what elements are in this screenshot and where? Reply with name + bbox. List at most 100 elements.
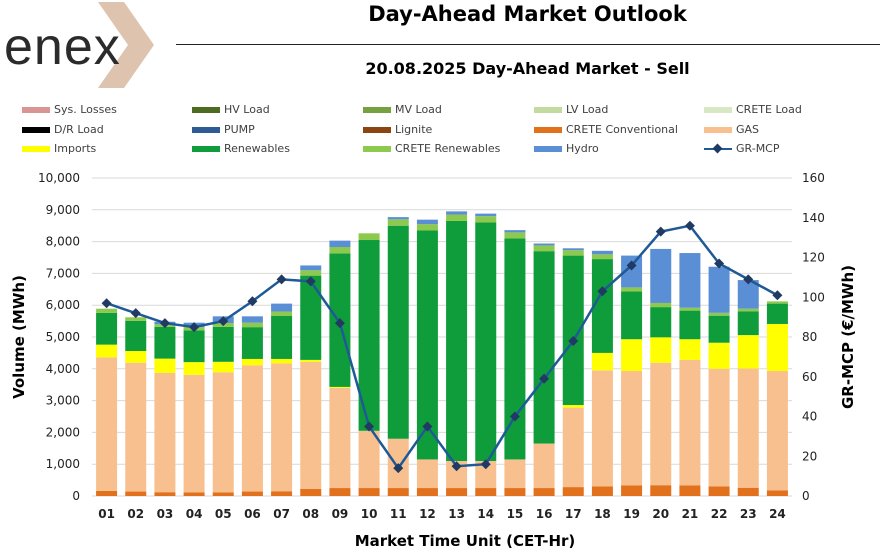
y-tick-label: 4,000 bbox=[46, 362, 80, 376]
gr-mcp-point bbox=[772, 290, 783, 301]
gr-mcp-point bbox=[480, 459, 491, 470]
x-tick-label: 17 bbox=[565, 507, 582, 521]
bar-imports bbox=[154, 358, 176, 373]
bar-renewables bbox=[96, 312, 118, 345]
gr-mcp-point bbox=[626, 260, 637, 271]
gr-mcp-point bbox=[655, 226, 666, 237]
bar-crete-renewables bbox=[96, 308, 118, 313]
x-tick-label: 18 bbox=[594, 507, 611, 521]
bar-hydro bbox=[708, 266, 730, 313]
bar-renewables bbox=[154, 326, 176, 359]
y-tick-label: 2,000 bbox=[46, 425, 80, 439]
bar-crete-renewables bbox=[329, 247, 351, 254]
y2-tick-label: 120 bbox=[802, 251, 825, 265]
x-tick-label: 03 bbox=[157, 507, 174, 521]
bar-imports bbox=[562, 405, 584, 408]
y2-tick-label: 60 bbox=[802, 370, 817, 384]
x-tick-label: 20 bbox=[652, 507, 669, 521]
bar-crete-conventional bbox=[183, 492, 205, 496]
bar-renewables bbox=[591, 259, 613, 353]
bar-hydro bbox=[621, 255, 643, 288]
bar-renewables bbox=[766, 303, 788, 324]
bar-hydro bbox=[679, 253, 701, 308]
gr-mcp-point bbox=[101, 298, 112, 309]
bar-imports bbox=[125, 350, 147, 363]
bar-crete-conventional bbox=[241, 491, 263, 496]
x-tick-label: 24 bbox=[769, 507, 786, 521]
bar-renewables bbox=[504, 238, 526, 460]
logo-chevron-icon bbox=[98, 2, 154, 88]
x-tick-label: 11 bbox=[390, 507, 407, 521]
gr-mcp-point bbox=[218, 316, 229, 327]
y2-tick-label: 100 bbox=[802, 290, 825, 304]
bar-gas bbox=[416, 459, 438, 489]
gr-mcp-point bbox=[568, 335, 579, 346]
gr-mcp-point bbox=[247, 296, 258, 307]
y2-tick-label: 20 bbox=[802, 449, 817, 463]
x-tick-label: 07 bbox=[273, 507, 290, 521]
bar-crete-conventional bbox=[154, 492, 176, 496]
bar-gas bbox=[533, 443, 555, 489]
bar-renewables bbox=[125, 320, 147, 351]
bar-imports bbox=[241, 358, 263, 366]
bar-crete-conventional bbox=[533, 488, 555, 496]
gr-mcp-point bbox=[393, 463, 404, 474]
bar-renewables bbox=[241, 327, 263, 359]
x-tick-label: 19 bbox=[623, 507, 640, 521]
y-axis-title: Volume (MWh) bbox=[10, 275, 28, 399]
bar-crete-renewables bbox=[358, 233, 380, 241]
y-tick-label: 3,000 bbox=[46, 394, 80, 408]
bar-gas bbox=[475, 461, 497, 489]
bar-crete-renewables bbox=[533, 245, 555, 252]
y-tick-label: 8,000 bbox=[46, 235, 80, 249]
bar-renewables bbox=[562, 255, 584, 406]
logo-text: enex bbox=[4, 18, 121, 76]
gr-mcp-point bbox=[364, 421, 375, 432]
y-tick-label: 10,000 bbox=[38, 171, 80, 185]
gr-mcp-point bbox=[276, 274, 287, 285]
bar-imports bbox=[329, 386, 351, 388]
bar-crete-conventional bbox=[650, 485, 672, 496]
bar-hydro bbox=[416, 219, 438, 225]
bar-crete-conventional bbox=[125, 491, 147, 496]
x-tick-label: 05 bbox=[215, 507, 232, 521]
bar-crete-conventional bbox=[387, 488, 409, 496]
bar-hydro bbox=[591, 250, 613, 255]
bar-crete-conventional bbox=[621, 485, 643, 496]
bar-crete-conventional bbox=[679, 485, 701, 496]
gr-mcp-point bbox=[539, 373, 550, 384]
gr-mcp-point bbox=[305, 276, 316, 287]
bar-crete-conventional bbox=[329, 488, 351, 496]
y2-tick-label: 160 bbox=[802, 171, 825, 185]
x-tick-label: 16 bbox=[536, 507, 553, 521]
bar-imports bbox=[300, 359, 322, 362]
x-tick-label: 04 bbox=[186, 507, 203, 521]
bar-crete-conventional bbox=[358, 488, 380, 496]
bar-hydro bbox=[329, 240, 351, 248]
gr-mcp-line bbox=[106, 224, 779, 471]
bar-renewables bbox=[212, 326, 234, 362]
bar-hydro bbox=[737, 280, 759, 309]
bar-renewables bbox=[300, 275, 322, 360]
bar-gas bbox=[212, 372, 234, 493]
y-tick-label: 6,000 bbox=[46, 298, 80, 312]
chart-subtitle: 20.08.2025 Day-Ahead Market - Sell bbox=[365, 59, 690, 78]
gr-mcp-point bbox=[130, 308, 141, 319]
bar-hydro bbox=[650, 248, 672, 303]
bar-crete-conventional bbox=[96, 490, 118, 496]
bar-crete-renewables bbox=[271, 311, 293, 317]
gr-mcp-point bbox=[597, 286, 608, 297]
bar-crete-renewables bbox=[650, 302, 672, 308]
x-tick-label: 06 bbox=[244, 507, 261, 521]
bar-gas bbox=[621, 371, 643, 486]
bar-renewables bbox=[533, 251, 555, 444]
bar-gas bbox=[504, 459, 526, 489]
bar-renewables bbox=[737, 311, 759, 336]
bar-crete-conventional bbox=[416, 488, 438, 496]
bar-gas bbox=[446, 461, 468, 489]
bar-crete-renewables bbox=[416, 224, 438, 231]
bar-hydro bbox=[504, 230, 526, 233]
gr-mcp-point bbox=[714, 258, 725, 269]
y2-axis-title: GR-MCP (€/MWh) bbox=[839, 265, 857, 409]
x-tick-label: 23 bbox=[740, 507, 757, 521]
